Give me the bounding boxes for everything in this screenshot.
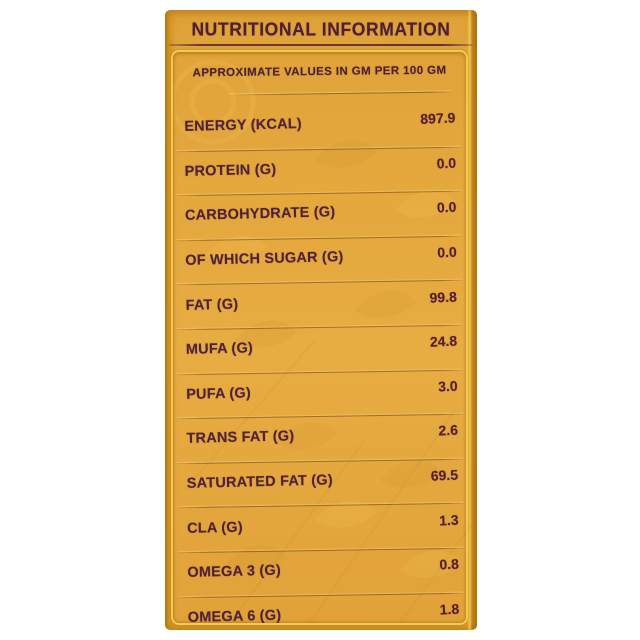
table-row: ENERGY (KCAL) 897.9 xyxy=(173,103,464,150)
nutrient-value: 0.0 xyxy=(435,154,456,172)
nutrient-name: PUFA (G) xyxy=(186,385,252,403)
nutrient-name: OF WHICH SUGAR (G) xyxy=(185,249,344,270)
table-row: CARBOHYDRATE (G) 0.0 xyxy=(173,192,465,239)
nutrient-value: 1.3 xyxy=(438,511,459,529)
nutrient-value: 0.0 xyxy=(436,243,457,261)
nutrient-name: CARBOHYDRATE (G) xyxy=(184,204,336,225)
nutrition-label: NUTRITIONAL INFORMATION APPROXIMATE VALU… xyxy=(165,10,477,630)
nutrient-value: 3.0 xyxy=(437,377,458,395)
nutrient-name: TRANS FAT (G) xyxy=(186,428,295,448)
label-subtitle: APPROXIMATE VALUES IN GM PER 100 GM xyxy=(192,64,447,80)
nutrient-value: 2.6 xyxy=(437,422,458,439)
label-title: NUTRITIONAL INFORMATION xyxy=(191,18,451,40)
nutrient-value: 24.8 xyxy=(429,332,458,350)
nutrient-name: PROTEIN (G) xyxy=(184,161,277,180)
values-panel: APPROXIMATE VALUES IN GM PER 100 GM ENER… xyxy=(171,50,468,625)
nutrient-value: 69.5 xyxy=(430,466,459,484)
nutrient-value: 1.8 xyxy=(438,600,460,618)
nutrient-name: CLA (G) xyxy=(186,519,243,537)
nutrient-name: MUFA (G) xyxy=(185,340,254,359)
table-row: OF WHICH SUGAR (G) 0.0 xyxy=(173,237,465,284)
table-row: CLA (G) 1.3 xyxy=(174,504,466,551)
table-row: FAT (G) 99.8 xyxy=(173,281,466,328)
nutrient-value: 897.9 xyxy=(419,109,456,128)
table-row: SATURATED FAT (G) 69.5 xyxy=(174,460,466,507)
nutrient-value: 99.8 xyxy=(428,288,457,306)
title-underline xyxy=(169,44,473,46)
nutrient-name: SATURATED FAT (G) xyxy=(186,472,333,492)
nutrient-name: OMEGA 3 (G) xyxy=(187,562,282,582)
table-row: MUFA (G) 24.8 xyxy=(173,326,466,373)
table-row: PROTEIN (G) 0.0 xyxy=(173,148,465,195)
table-row: TRANS FAT (G) 2.6 xyxy=(173,415,466,462)
table-row: PUFA (G) 3.0 xyxy=(173,371,466,418)
nutrient-value: 0.0 xyxy=(436,199,457,216)
table-row: OMEGA 3 (G) 0.8 xyxy=(174,549,466,596)
nutrient-name: ENERGY (KCAL) xyxy=(184,116,303,136)
nutrient-name: FAT (G) xyxy=(185,296,239,314)
nutrient-name: OMEGA 6 (G) xyxy=(187,607,282,625)
nutrition-table: ENERGY (KCAL) 897.9 PROTEIN (G) 0.0 CARB… xyxy=(173,103,466,625)
header-separator xyxy=(228,91,452,96)
nutrient-value: 0.8 xyxy=(438,555,459,573)
table-row: OMEGA 6 (G) 1.8 xyxy=(175,594,466,625)
